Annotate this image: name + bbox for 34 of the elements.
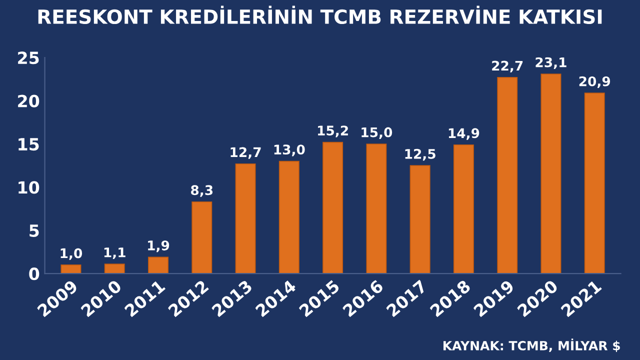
data-label: 8,3 — [191, 185, 213, 197]
chart-title: REESKONT KREDİLERİNİN TCMB REZERVİNE KATKISI — [38, 6, 602, 24]
bar — [453, 144, 474, 274]
data-label: 12,7 — [230, 147, 261, 159]
bar — [497, 77, 518, 274]
data-label: 15,0 — [362, 127, 392, 139]
data-label: 14,9 — [448, 128, 480, 140]
data-label: 20,9 — [579, 76, 610, 88]
bar — [584, 92, 605, 274]
data-label: 15,2 — [318, 126, 348, 138]
data-label: 1,0 — [60, 248, 82, 260]
bar — [192, 201, 212, 274]
y-tick-label: 20 — [18, 94, 40, 108]
data-label: 13,0 — [274, 144, 305, 156]
y-tick-label: 25 — [18, 52, 39, 64]
text: KAYNAK: TCMB, MİLYAR $ — [444, 338, 620, 352]
y-tick-label: 10 — [18, 181, 40, 194]
data-label: 22,7 — [492, 60, 523, 72]
bar — [366, 144, 387, 274]
data-label: 12,5 — [405, 148, 436, 161]
y-tick-label: 0 — [29, 268, 40, 280]
y-tick-label: 15 — [18, 138, 39, 151]
bar — [410, 165, 430, 274]
data-label: 1,9 — [148, 240, 170, 252]
y-tick-label: 5 — [30, 224, 39, 237]
bar — [540, 74, 562, 274]
bar — [148, 256, 168, 274]
data-label: 23,1 — [536, 57, 566, 69]
data-label: 1,1 — [104, 248, 126, 260]
bar — [60, 264, 82, 274]
bar — [235, 163, 256, 274]
bar — [322, 142, 344, 274]
bar — [278, 160, 300, 274]
bar — [104, 264, 125, 274]
